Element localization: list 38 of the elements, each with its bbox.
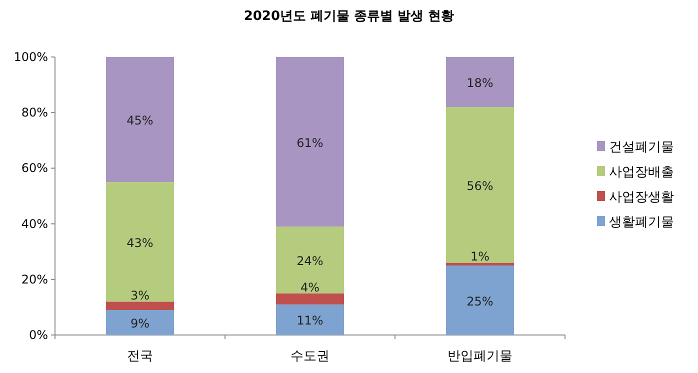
data-label: 56% (466, 178, 494, 193)
data-label: 9% (130, 316, 150, 330)
y-tick-label: 100% (14, 50, 48, 64)
bar (276, 57, 344, 227)
data-label: 18% (466, 76, 494, 90)
data-label: 3% (130, 288, 150, 303)
y-tick-label: 40% (21, 216, 48, 231)
y-tick-label: 20% (21, 272, 48, 286)
bar (276, 293, 344, 304)
bar (106, 182, 174, 302)
data-label: 1% (470, 250, 490, 264)
legend-label: 건설폐기물 (609, 140, 674, 155)
data-label: 61% (296, 136, 324, 150)
legend-label: 생활폐기물 (609, 215, 674, 230)
bar (446, 57, 514, 108)
bar (276, 304, 344, 335)
data-label: 24% (296, 254, 324, 268)
bar (106, 310, 174, 335)
chart-title: 2020년도 폐기물 종류별 발생 현황 (244, 9, 454, 24)
legend-label: 사업장생활 (609, 190, 674, 205)
legend-label: 사업장배출 (609, 165, 674, 180)
y-tick-label: 0% (28, 328, 48, 342)
data-label: 25% (466, 294, 494, 308)
bar (446, 262, 514, 266)
bar (106, 302, 174, 310)
data-label: 4% (300, 280, 320, 294)
data-label: 45% (126, 114, 154, 128)
x-tick-label: 전국 (127, 349, 153, 364)
data-label: 43% (126, 236, 154, 250)
y-tick-label: 60% (21, 161, 48, 176)
data-label: 11% (296, 314, 324, 328)
bar (276, 226, 344, 294)
x-tick-label: 수도권 (290, 349, 330, 364)
bar (446, 107, 514, 263)
x-tick-label: 반입폐기물 (448, 349, 512, 364)
bar (446, 266, 514, 335)
bar (106, 57, 174, 182)
y-tick-label: 80% (21, 106, 48, 120)
